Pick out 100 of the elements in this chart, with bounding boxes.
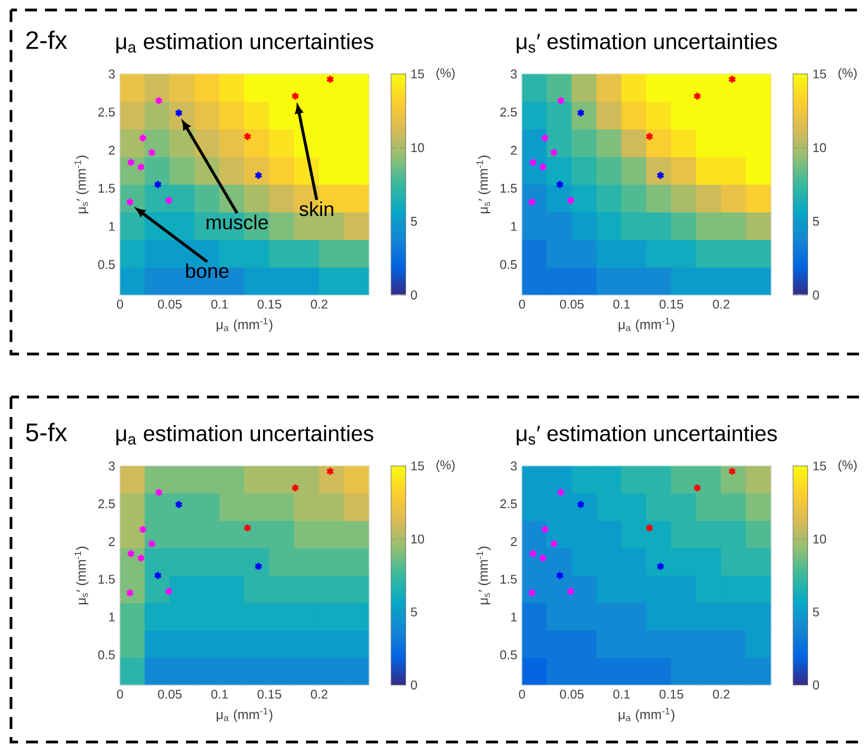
point (528, 197, 536, 207)
point (528, 158, 538, 167)
x-axis-title: μ$_{a}$ (mm$^{-1}$) (216, 708, 272, 722)
y-tick-label: 0.5 (500, 260, 517, 269)
color-bar-label: 15 (411, 462, 424, 470)
y-tick-label: 1.5 (500, 574, 517, 584)
annotation: bone (186, 263, 228, 278)
chart-title: μ$_{a}$ estimation uncertainties (116, 425, 374, 446)
color-bar-label: 0 (410, 290, 417, 300)
y-tick-label: 2.5 (500, 499, 517, 508)
point (693, 92, 702, 101)
x-tick-label: 0.1 (211, 690, 228, 699)
x-tick-label: 0.05 (560, 300, 584, 309)
point (556, 570, 564, 580)
color-bar-label: 10 (813, 534, 826, 544)
y-tick-label: 2 (510, 537, 517, 546)
point (528, 588, 536, 598)
x-axis-title: μ$_{a}$ (mm$^{-1}$) (216, 318, 272, 332)
point (550, 148, 558, 158)
color-bar-title: (%) (436, 68, 455, 80)
point (326, 466, 334, 476)
y-tick-label: 3 (510, 462, 517, 470)
point (326, 74, 334, 84)
y-tick-label: 1 (109, 612, 115, 622)
point (164, 586, 173, 596)
point (148, 539, 156, 548)
y-tick-label: 0.5 (98, 650, 115, 660)
y-tick-label: 3 (108, 462, 115, 470)
y-tick-label: 2 (108, 537, 115, 546)
color-bar-label: 5 (812, 216, 819, 226)
y-tick-label: 3 (108, 70, 115, 78)
point (154, 96, 163, 106)
color-bar-title: (%) (838, 460, 857, 472)
y-tick-label: 2.5 (500, 108, 517, 117)
color-bar-label: 5 (812, 608, 819, 616)
text: 2-fx (26, 30, 68, 49)
x-tick-label: 0.2 (310, 690, 328, 699)
point (174, 108, 183, 118)
chart-title: μ$_{a}$ estimation uncertainties (116, 33, 374, 54)
point (728, 74, 736, 84)
point (126, 197, 134, 207)
y-tick-label: 1 (109, 222, 115, 231)
color-bar-label: 10 (813, 143, 826, 152)
x-axis-title: μ$_{a}$ (mm$^{-1}$) (618, 708, 674, 722)
y-tick-label: 2.5 (98, 108, 115, 117)
x-tick-label: 0.2 (712, 690, 730, 699)
y-tick-label: 0.5 (500, 650, 517, 660)
text: 5-fx (26, 422, 68, 442)
point (174, 500, 183, 510)
x-tick-label: 0 (116, 690, 124, 699)
point (136, 554, 145, 563)
y-tick-label: 2.5 (98, 499, 115, 508)
x-tick-label: 0.1 (211, 300, 228, 309)
point (126, 158, 136, 167)
y-tick-label: 1 (511, 222, 517, 231)
point (538, 554, 547, 563)
x-tick-label: 0.2 (310, 300, 328, 309)
y-tick-label: 1.5 (500, 184, 517, 193)
x-tick-label: 0 (116, 300, 124, 309)
color-bar-label: 10 (411, 143, 424, 152)
x-tick-label: 0.2 (712, 300, 730, 309)
color-bar-label: 15 (813, 462, 826, 470)
color-bar-label: 0 (812, 290, 819, 300)
y-tick-label: 1.5 (98, 574, 115, 584)
color-bar-label: 0 (812, 680, 819, 690)
chart-title: μ$_{s}$′ estimation uncertainties (516, 33, 777, 54)
point (148, 148, 156, 158)
color-bar-label: 5 (410, 216, 417, 226)
color-bar-label: 15 (813, 70, 826, 78)
x-axis-title: μ$_{a}$ (mm$^{-1}$) (618, 318, 674, 332)
y-tick-label: 1 (511, 612, 517, 622)
annotation: muscle (206, 214, 268, 230)
y-tick-label: 2 (108, 146, 115, 155)
x-tick-label: 0.15 (660, 300, 684, 309)
point (556, 180, 564, 190)
y-tick-label: 3 (510, 70, 517, 78)
x-tick-label: 0 (518, 690, 526, 699)
point (556, 96, 565, 106)
point (693, 483, 702, 492)
chart-title: μ$_{s}$′ estimation uncertainties (516, 425, 777, 446)
point (243, 132, 252, 142)
y-axis-title: μ$_{s}$′ (mm$^{-1}$) (476, 546, 491, 604)
x-tick-label: 0 (518, 300, 526, 309)
point (566, 196, 575, 206)
point (576, 108, 585, 118)
point (528, 549, 538, 558)
point (576, 500, 585, 510)
y-axis-title: μ$_{s}$′ (mm$^{-1}$) (74, 546, 89, 604)
y-tick-label: 1.5 (98, 184, 115, 193)
point (254, 170, 263, 180)
color-bar-label: 10 (411, 534, 424, 544)
point (291, 483, 300, 492)
point (540, 133, 549, 143)
x-tick-label: 0.15 (258, 690, 282, 699)
point (291, 92, 300, 101)
color-bar-label: 15 (411, 70, 424, 78)
x-tick-label: 0.05 (158, 690, 182, 699)
point (656, 170, 665, 180)
x-tick-label: 0.05 (560, 690, 584, 699)
point (550, 539, 558, 548)
